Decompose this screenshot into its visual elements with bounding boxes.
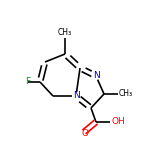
Text: N: N — [93, 71, 99, 81]
Text: OH: OH — [112, 117, 126, 126]
Text: O: O — [81, 128, 88, 138]
Text: N: N — [73, 92, 79, 100]
Text: CH₃: CH₃ — [58, 28, 72, 37]
Text: F: F — [25, 78, 31, 86]
Text: CH₃: CH₃ — [119, 90, 133, 98]
